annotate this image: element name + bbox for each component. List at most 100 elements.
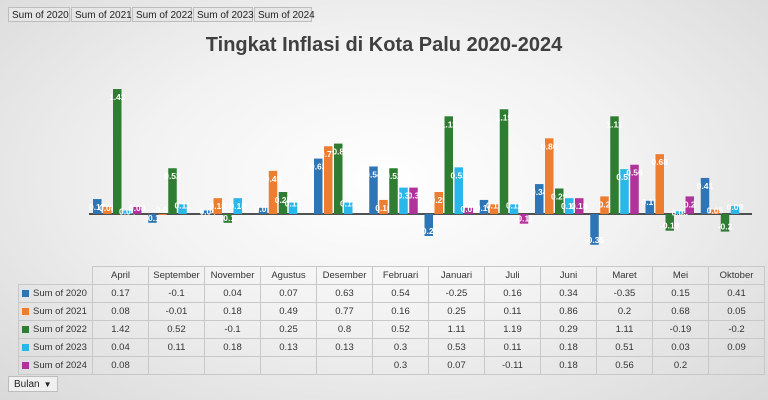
data-label-4-januari: 0.53: [450, 170, 467, 180]
series-name: Sum of 2023: [33, 342, 87, 353]
table-cell: 0.16: [372, 302, 429, 321]
bar-4-maret: [620, 169, 629, 214]
data-label-2-april: 0.08: [99, 203, 116, 213]
data-label-4-oktober: 0.09: [727, 202, 744, 212]
data-label-2-juli: 0.11: [486, 200, 502, 210]
series-name: Sum of 2022: [33, 324, 87, 335]
table-cell: 0.18: [540, 338, 597, 357]
data-label-3-oktober: -0.2: [718, 222, 733, 232]
series-name: Sum of 2021: [33, 306, 87, 317]
data-label-1-april: 0.17: [89, 202, 106, 212]
table-cell: 0.41: [708, 284, 765, 303]
data-label-5-april: 0.08: [129, 203, 146, 213]
data-label-3-juni: 0.29: [551, 191, 568, 201]
data-label-1-juli: 0.16: [476, 203, 493, 213]
bar-2-maret: [600, 196, 609, 214]
table-cell: 0.17: [92, 284, 149, 303]
table-row: Sum of 2020 0.17 -0.1 0.04 0.07 0.63 0.54 -0.25…: [18, 284, 765, 303]
bar-4-november: [233, 198, 242, 214]
table-header-cell: November: [204, 266, 261, 285]
bar-4-september: [178, 204, 187, 214]
table-cell: 0.11: [148, 338, 205, 357]
table-cell: 0.52: [148, 320, 205, 339]
table-cell: 0.13: [316, 338, 373, 357]
bar-5-februari: [409, 187, 418, 214]
field-button-5[interactable]: Sum of 2024: [254, 7, 315, 22]
table-cell: [204, 356, 261, 375]
table-cell: 0.05: [708, 302, 765, 321]
bar-3-mei: [665, 214, 674, 231]
table-header-cell: Oktober: [708, 266, 765, 285]
bar-1-desember: [314, 158, 323, 214]
data-label-1-november: 0.04: [199, 206, 216, 216]
bar-1-mei: [645, 200, 654, 214]
table-cell: 0.08: [92, 356, 149, 375]
table-cell: 0.11: [484, 302, 541, 321]
table-cell: 0.56: [596, 356, 653, 375]
data-label-4-maret: 0.51: [616, 172, 633, 182]
axis-field-label: Bulan: [14, 379, 40, 390]
bar-1-maret: [590, 214, 599, 245]
bar-1-september: [148, 214, 157, 223]
table-cell: 0.52: [372, 320, 429, 339]
table-cell: [260, 356, 317, 375]
data-label-2-maret: 0.2: [599, 199, 611, 209]
legend-key: [22, 325, 29, 333]
bar-5-maret: [630, 164, 639, 214]
table-header-cell: Januari: [428, 266, 485, 285]
field-button-1[interactable]: Sum of 2020: [8, 7, 70, 22]
bar-3-maret: [610, 116, 619, 214]
field-button-2[interactable]: Sum of 2021: [71, 7, 132, 22]
table-cell: 0.53: [428, 338, 485, 357]
data-label-2-juni: 0.86: [541, 141, 558, 151]
field-button-3[interactable]: Sum of 2022: [132, 7, 193, 22]
table-cell: 0.49: [260, 302, 317, 321]
data-label-1-agustus: 0.07: [255, 204, 272, 214]
bar-1-februari: [369, 166, 378, 214]
table-cell: 0.08: [92, 302, 149, 321]
data-label-3-april: 1.42: [109, 92, 126, 102]
data-label-2-januari: 0.25: [430, 195, 447, 205]
table-cell: 0.25: [428, 302, 485, 321]
bar-4-mei: [675, 211, 684, 214]
axis-field-button[interactable]: Bulan ▼: [8, 376, 58, 392]
bar-5-mei: [685, 196, 694, 214]
table-cell: 0.34: [540, 284, 597, 303]
table-cell: 0.86: [540, 302, 597, 321]
bar-5-april: [133, 206, 142, 214]
table-cell: [148, 356, 205, 375]
table-cell: 0.3: [372, 356, 429, 375]
field-button-4[interactable]: Sum of 2023: [193, 7, 254, 22]
table-header-cell: Agustus: [260, 266, 317, 285]
table-cell: 0.63: [316, 284, 373, 303]
data-label-3-mei: -0.19: [660, 221, 680, 231]
chevron-down-icon: ▼: [43, 380, 52, 389]
table-cell: [708, 356, 765, 375]
bar-4-januari: [454, 167, 463, 214]
data-label-1-februari: 0.54: [365, 169, 382, 179]
bar-3-september: [168, 168, 177, 214]
table-cell: 0.8: [316, 320, 373, 339]
bar-2-agustus: [268, 170, 278, 214]
table-header-cell: Maret: [596, 266, 653, 285]
bar-4-juli: [509, 204, 519, 214]
data-label-4-april: 0.04: [119, 206, 136, 216]
table-row: Sum of 2021 0.08 -0.01 0.18 0.49 0.77 0.16 0.25…: [18, 302, 765, 321]
bar-4-juni: [565, 198, 574, 214]
series-label: Sum of 2023: [18, 338, 93, 357]
data-label-4-desember: 0.13: [340, 199, 357, 209]
table-cell: -0.01: [148, 302, 205, 321]
legend-key: [22, 361, 29, 369]
series-label: Sum of 2021: [18, 302, 93, 321]
bar-2-november: [213, 198, 222, 214]
bar-1-april: [93, 199, 102, 214]
data-label-3-februari: 0.52: [385, 171, 402, 181]
table-cell: -0.25: [428, 284, 485, 303]
data-label-2-desember: 0.77: [320, 149, 337, 159]
table-row: Sum of 2024 0.08 0.3 0.07 -0.11 0.18 0.56 0.2: [18, 356, 765, 375]
table-header-cell: Juni: [540, 266, 597, 285]
bar-2-mei: [655, 154, 664, 214]
data-label-3-november: -0.1: [220, 213, 235, 223]
data-label-2-mei: 0.68: [651, 157, 668, 167]
